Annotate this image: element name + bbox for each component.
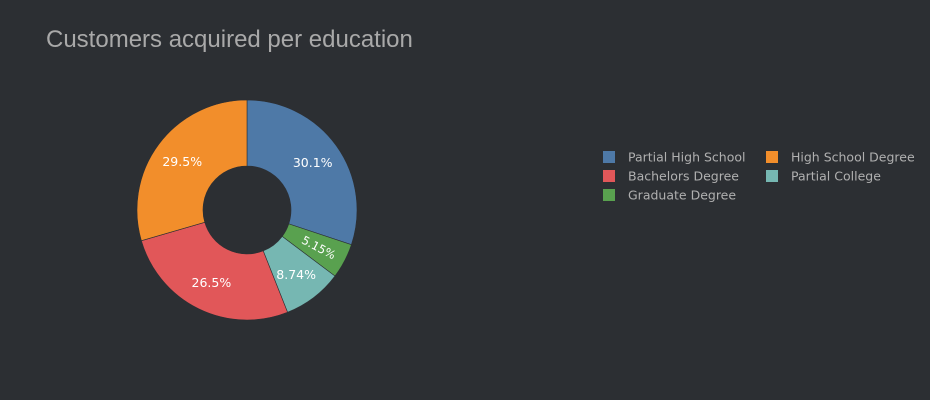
legend-swatch [603,189,615,201]
slice-label-high-school-degree: 29.5% [162,154,202,169]
slice-high-school-degree[interactable] [136,99,248,242]
chart-title: Customers acquired per education [46,26,413,53]
legend-swatch [603,151,615,163]
legend: Partial High School High School Degree Bac… [603,150,915,203]
legend-label: Bachelors Degree [628,169,739,184]
legend-item-high-school-degree[interactable]: High School Degree [766,150,915,165]
slice-label-partial-college: 8.74% [276,267,316,282]
legend-item-partial-high-school[interactable]: Partial High School [603,150,745,165]
legend-label: High School Degree [791,150,915,165]
slice-bachelors-degree[interactable] [141,221,288,321]
legend-item-partial-college[interactable]: Partial College [766,169,881,184]
donut-slices [136,99,358,321]
legend-label: Partial College [791,169,881,184]
legend-swatch [603,170,615,182]
slice-partial-high-school[interactable] [246,99,358,246]
legend-swatch [766,151,778,163]
legend-item-graduate-degree[interactable]: Graduate Degree [603,188,736,203]
slice-label-partial-high-school: 30.1% [293,155,333,170]
legend-swatch [766,170,778,182]
slice-label-bachelors-degree: 26.5% [192,275,232,290]
legend-label: Graduate Degree [628,188,736,203]
legend-label: Partial High School [628,150,745,165]
legend-item-bachelors-degree[interactable]: Bachelors Degree [603,169,739,184]
